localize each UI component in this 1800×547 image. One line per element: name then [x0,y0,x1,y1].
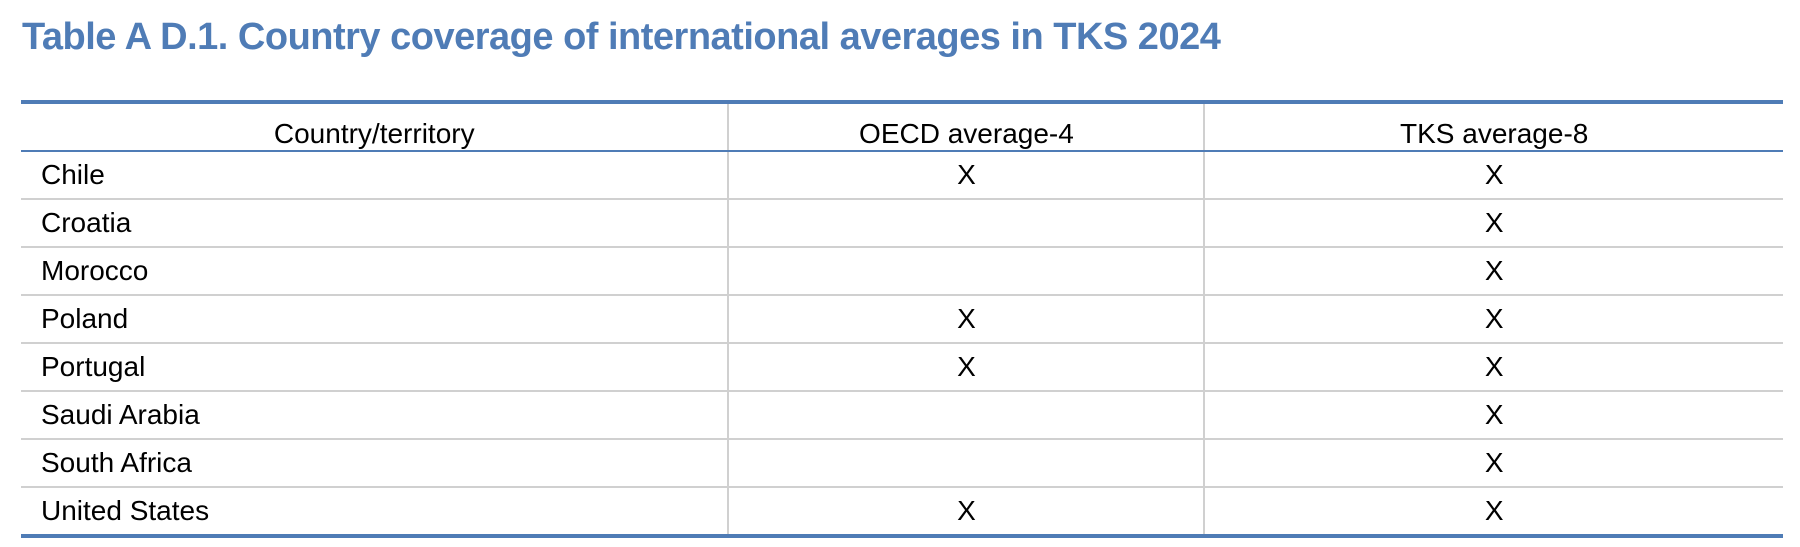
table-title: Table A D.1. Country coverage of interna… [22,16,1221,58]
table-row: United States X X [21,487,1783,538]
table-row: Croatia X [21,199,1783,248]
coverage-cell [727,199,1205,248]
coverage-cell [727,247,1205,296]
coverage-cell: X [1203,343,1783,392]
table-row: Portugal X X [21,343,1783,392]
column-header: OECD average-4 [727,100,1205,152]
coverage-cell: X [727,295,1205,344]
header-row: Country/territory OECD average-4 TKS avera… [21,100,1783,152]
coverage-cell: X [1203,199,1783,248]
coverage-cell: X [727,151,1205,200]
country-cell: United States [21,487,729,538]
table-row: Poland X X [21,295,1783,344]
coverage-cell: X [1203,295,1783,344]
coverage-cell [727,391,1205,440]
column-header: Country/territory [21,100,729,152]
coverage-cell: X [1203,247,1783,296]
table-row: Morocco X [21,247,1783,296]
coverage-cell [727,439,1205,488]
coverage-cell: X [1203,487,1783,538]
coverage-cell: X [1203,391,1783,440]
coverage-cell: X [727,343,1205,392]
coverage-cell: X [727,487,1205,538]
coverage-table: Country/territory OECD average-4 TKS avera… [21,100,1783,538]
coverage-cell: X [1203,151,1783,200]
country-cell: Chile [21,151,729,200]
country-cell: Croatia [21,199,729,248]
country-cell: Saudi Arabia [21,391,729,440]
table-row: South Africa X [21,439,1783,488]
country-cell: South Africa [21,439,729,488]
column-header: TKS average-8 [1203,100,1783,152]
country-cell: Portugal [21,343,729,392]
country-cell: Morocco [21,247,729,296]
table-row: Chile X X [21,151,1783,200]
table-body: Chile X X Croatia X Morocco X Poland X X Portugal X… [21,151,1783,538]
country-cell: Poland [21,295,729,344]
coverage-cell: X [1203,439,1783,488]
table-row: Saudi Arabia X [21,391,1783,440]
